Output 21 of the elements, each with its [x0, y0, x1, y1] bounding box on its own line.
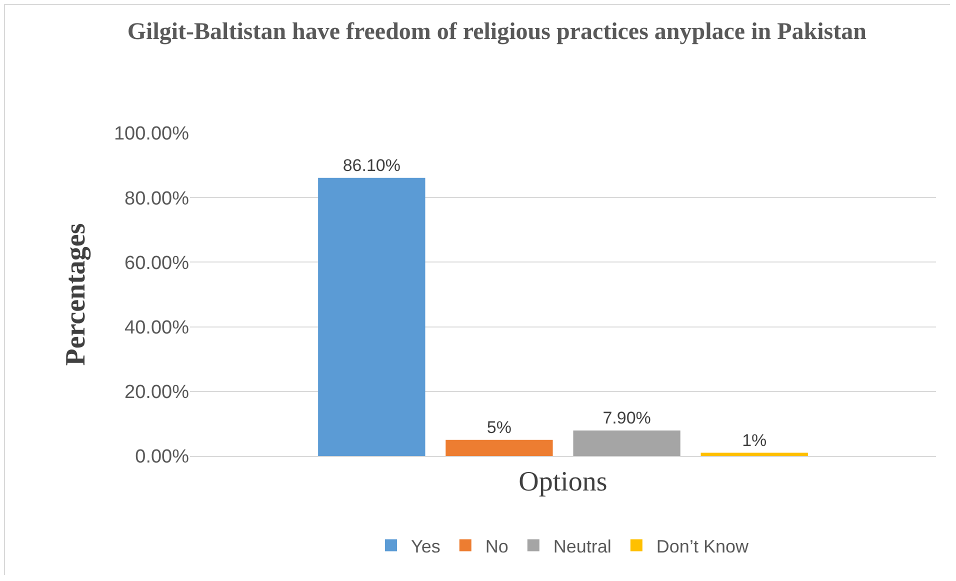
y-tick-label: 100.00% [114, 124, 190, 145]
y-tick-label: 60.00% [124, 252, 190, 274]
legend-label: Don’t Know [656, 536, 750, 556]
y-tick-label: 0.00% [135, 446, 190, 468]
data-label: 5% [486, 418, 512, 437]
y-axis-title: Percentages [60, 223, 92, 366]
chart-title: Gilgit-Baltistan have freedom of religious practices anyplace in Pakistan [127, 18, 866, 45]
y-tick-label: 80.00% [124, 188, 190, 210]
y-tick-label: 40.00% [124, 317, 190, 338]
legend-label: Neutral [553, 536, 612, 556]
bar [318, 178, 426, 456]
bar [446, 440, 553, 456]
data-label: 1% [742, 430, 767, 450]
bar [700, 452, 808, 456]
legend-label: No [485, 536, 508, 556]
data-label: 86.10% [342, 156, 400, 175]
bar [573, 430, 680, 456]
legend-label: Yes [411, 536, 440, 556]
data-label: 7.90% [602, 408, 651, 428]
x-tick-label: Options [518, 466, 608, 498]
y-tick-label: 20.00% [124, 382, 190, 404]
